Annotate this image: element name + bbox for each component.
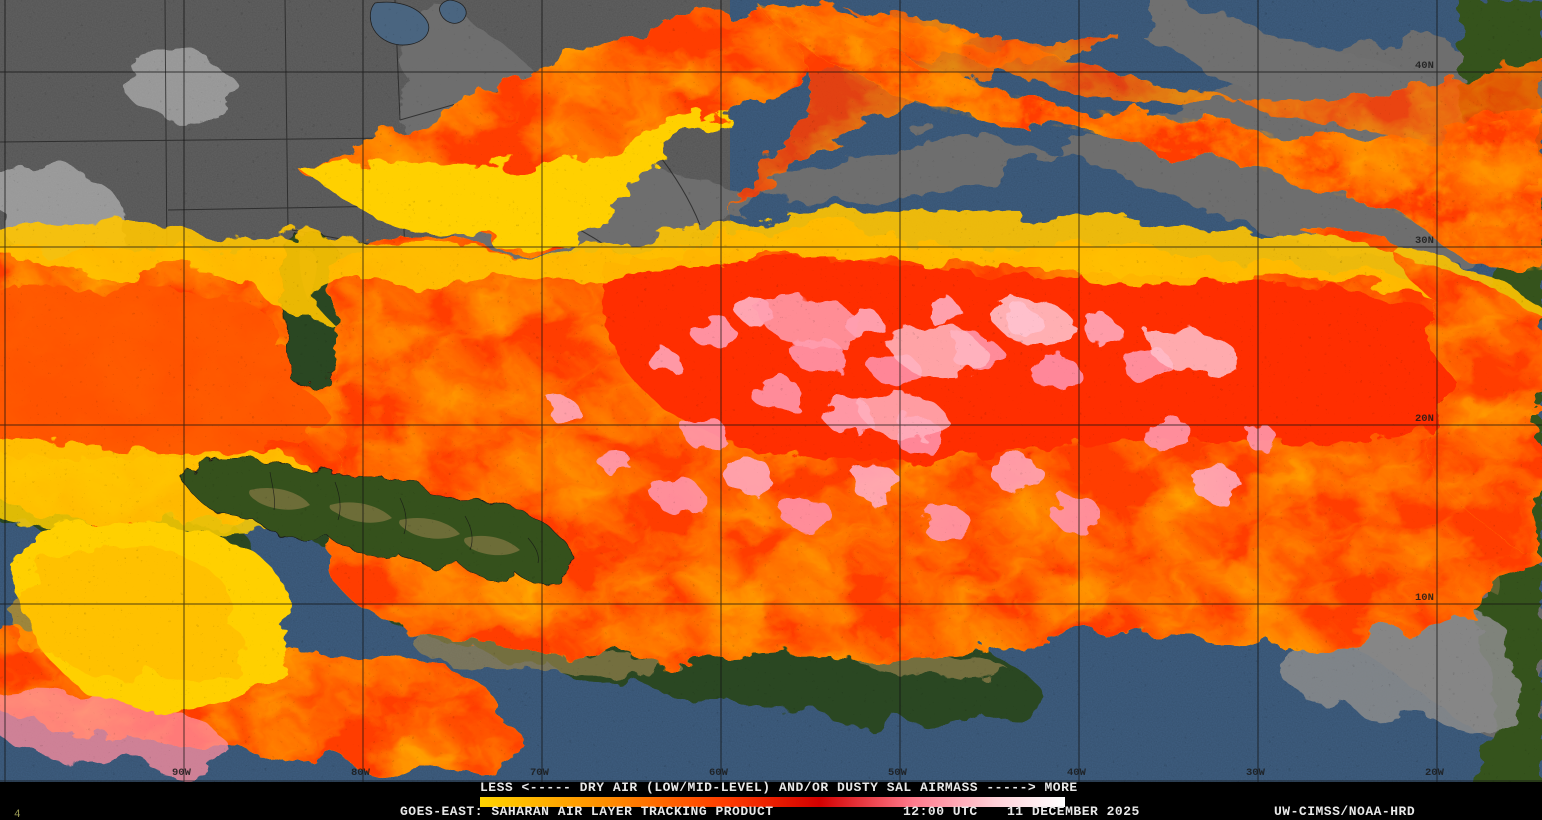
svg-text:UW-CIMSS/NOAA-HRD: UW-CIMSS/NOAA-HRD	[1274, 804, 1415, 819]
svg-text:LESS <----- DRY AIR (LOW/MID-L: LESS <----- DRY AIR (LOW/MID-LEVEL) AND/…	[480, 780, 1078, 795]
svg-text:11 DECEMBER 2025: 11 DECEMBER 2025	[1007, 804, 1140, 819]
svg-text:GOES-EAST: SAHARAN AIR LAYER T: GOES-EAST: SAHARAN AIR LAYER TRACKING PR…	[400, 804, 774, 819]
svg-text:4: 4	[14, 809, 21, 820]
svg-text:12:00 UTC: 12:00 UTC	[903, 804, 978, 819]
